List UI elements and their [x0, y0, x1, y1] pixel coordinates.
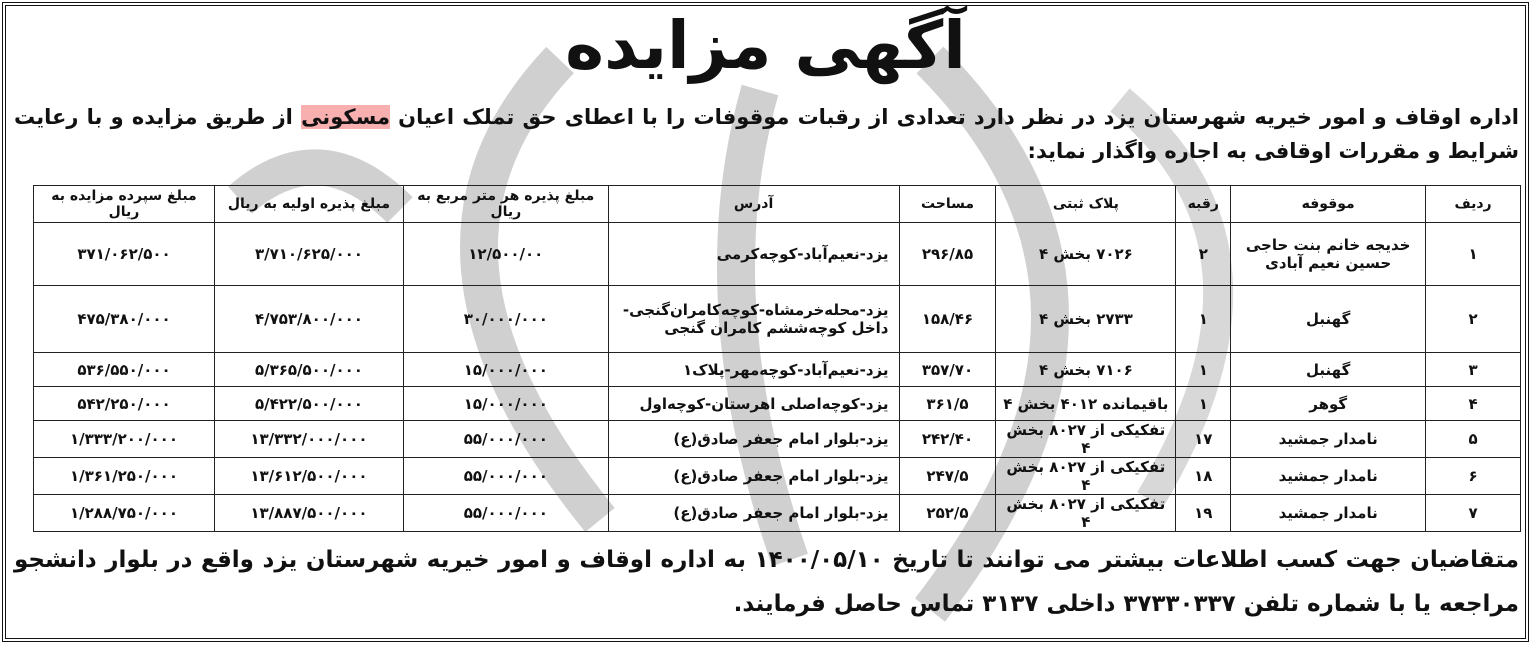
- cell-price-per-sqm: ۳۰/۰۰۰/۰۰۰: [402, 285, 609, 353]
- cell-area: ۲۵۲/۵: [898, 494, 997, 532]
- cell-parcel: ۱: [1175, 285, 1232, 353]
- column-header-endowment: موقوفه: [1230, 185, 1427, 223]
- cell-row-number: ۱: [1425, 222, 1521, 286]
- cell-address: یزد-نعیم‌آباد-کوچه‌مهر-پلاک۱: [607, 352, 900, 387]
- cell-price-per-sqm: ۱۵/۰۰۰/۰۰۰: [402, 386, 609, 421]
- cell-price-per-sqm: ۱۲/۵۰۰/۰۰: [402, 222, 609, 286]
- cell-address: یزد-محله‌خرمشاه-کوچه‌کامران‌گنجی- داخل ک…: [607, 285, 900, 353]
- cell-parcel: ۱۷: [1175, 420, 1232, 458]
- cell-registration-plate: ۲۷۳۳ بخش ۴: [995, 285, 1177, 353]
- cell-price-per-sqm: ۱۵/۰۰۰/۰۰۰: [402, 352, 609, 387]
- table-row: ۱ خدیجه خانم بنت حاجی حسین نعیم آبادی ۲ ۷۰۲…: [33, 222, 1521, 286]
- cell-registration-plate: ۷۱۰۶ بخش ۴: [995, 352, 1177, 387]
- cell-deposit: ۳۷۱/۰۶۲/۵۰۰: [33, 222, 215, 286]
- cell-area: ۱۵۸/۴۶: [898, 285, 997, 353]
- cell-row-number: ۶: [1425, 457, 1521, 495]
- table-row: ۳ گهنبل ۱ ۷۱۰۶ بخش ۴ ۳۵۷/۷۰ یزد-نعیم‌آباد-کوچ…: [33, 352, 1521, 387]
- table-row: ۷ نامدار جمشید ۱۹ تفکیکی از ۸۰۲۷ بخش ۴ ۲۵۲/۵…: [33, 494, 1521, 532]
- intro-paragraph: اداره اوقاف و امور خیریه شهرستان یزد در …: [14, 100, 1519, 168]
- cell-registration-plate: تفکیکی از ۸۰۲۷ بخش ۴: [995, 420, 1177, 458]
- cell-base-price: ۳/۷۱۰/۶۲۵/۰۰۰: [213, 222, 404, 286]
- cell-row-number: ۴: [1425, 386, 1521, 421]
- column-header-base-price: مبلغ پذیره اولیه به ریال: [213, 185, 404, 223]
- cell-address: یزد-کوچه‌اصلی اهرستان-کوچه‌اول: [607, 386, 900, 421]
- column-header-registration-plate: پلاک ثبتی: [995, 185, 1177, 223]
- table-row: ۶ نامدار جمشید ۱۸ تفکیکی از ۸۰۲۷ بخش ۴ ۲۴۷/۵…: [33, 457, 1521, 495]
- cell-area: ۳۶۱/۵: [898, 386, 997, 421]
- cell-endowment: نامدار جمشید: [1230, 457, 1427, 495]
- cell-address: یزد-بلوار امام جعفر صادق(ع): [607, 457, 900, 495]
- cell-base-price: ۱۳/۶۱۲/۵۰۰/۰۰۰: [213, 457, 404, 495]
- cell-registration-plate: باقیمانده ۴۰۱۲ بخش ۴: [995, 386, 1177, 421]
- cell-base-price: ۴/۷۵۳/۸۰۰/۰۰۰: [213, 285, 404, 353]
- cell-row-number: ۵: [1425, 420, 1521, 458]
- cell-base-price: ۵/۳۶۵/۵۰۰/۰۰۰: [213, 352, 404, 387]
- intro-text-end: از طریق مزایده و با رعایت شرایط و مقررات…: [14, 105, 1519, 163]
- table-row: ۵ نامدار جمشید ۱۷ تفکیکی از ۸۰۲۷ بخش ۴ ۲۴۲/۴…: [33, 420, 1521, 458]
- table-row: ۲ گهنبل ۱ ۲۷۳۳ بخش ۴ ۱۵۸/۴۶ یزد-محله‌خرمشاه-ک…: [33, 285, 1521, 353]
- column-header-price-per-sqm: مبلغ پذیره هر متر مربع به ریال: [402, 185, 609, 223]
- column-header-parcel: رقبه: [1175, 185, 1232, 223]
- cell-deposit: ۱/۲۸۸/۷۵۰/۰۰۰: [33, 494, 215, 532]
- auction-table: ردیف موقوفه رقبه پلاک ثبتی مساحت آدرس مبلغ پذی…: [33, 185, 1521, 532]
- cell-deposit: ۵۴۲/۲۵۰/۰۰۰: [33, 386, 215, 421]
- intro-text: اداره اوقاف و امور خیریه شهرستان یزد در …: [389, 105, 1519, 129]
- cell-parcel: ۱: [1175, 386, 1232, 421]
- highlighted-word: مسکونی: [301, 105, 390, 129]
- cell-endowment: گهنبل: [1230, 285, 1427, 353]
- cell-endowment: گهنبل: [1230, 352, 1427, 387]
- cell-parcel: ۱۹: [1175, 494, 1232, 532]
- column-header-deposit: مبلغ سپرده مزایده به ریال: [33, 185, 215, 223]
- cell-row-number: ۲: [1425, 285, 1521, 353]
- cell-area: ۲۴۷/۵: [898, 457, 997, 495]
- page-title: آگهی مزایده: [565, 7, 966, 84]
- cell-base-price: ۵/۴۲۲/۵۰۰/۰۰۰: [213, 386, 404, 421]
- table-row: ۴ گوهر ۱ باقیمانده ۴۰۱۲ بخش ۴ ۳۶۱/۵ یزد-کوچه‌…: [33, 386, 1521, 421]
- cell-deposit: ۱/۳۶۱/۲۵۰/۰۰۰: [33, 457, 215, 495]
- cell-area: ۳۵۷/۷۰: [898, 352, 997, 387]
- cell-parcel: ۱۸: [1175, 457, 1232, 495]
- cell-parcel: ۲: [1175, 222, 1232, 286]
- cell-registration-plate: تفکیکی از ۸۰۲۷ بخش ۴: [995, 494, 1177, 532]
- cell-area: ۲۴۲/۴۰: [898, 420, 997, 458]
- cell-price-per-sqm: ۵۵/۰۰۰/۰۰۰: [402, 420, 609, 458]
- cell-address: یزد-بلوار امام جعفر صادق(ع): [607, 494, 900, 532]
- table-header-row: ردیف موقوفه رقبه پلاک ثبتی مساحت آدرس مبلغ پذی…: [33, 185, 1521, 223]
- footer-paragraph: متقاضیان جهت کسب اطلاعات بیشتر می توانند…: [14, 547, 1519, 617]
- cell-address: یزد-بلوار امام جعفر صادق(ع): [607, 420, 900, 458]
- cell-address: یزد-نعیم‌آباد-کوچه‌کرمی: [607, 222, 900, 286]
- cell-price-per-sqm: ۵۵/۰۰۰/۰۰۰: [402, 457, 609, 495]
- cell-deposit: ۴۷۵/۳۸۰/۰۰۰: [33, 285, 215, 353]
- cell-area: ۲۹۶/۸۵: [898, 222, 997, 286]
- cell-registration-plate: ۷۰۲۶ بخش ۴: [995, 222, 1177, 286]
- cell-row-number: ۳: [1425, 352, 1521, 387]
- cell-deposit: ۵۳۶/۵۵۰/۰۰۰: [33, 352, 215, 387]
- column-header-address: آدرس: [607, 185, 900, 223]
- cell-base-price: ۱۳/۸۸۷/۵۰۰/۰۰۰: [213, 494, 404, 532]
- cell-row-number: ۷: [1425, 494, 1521, 532]
- cell-deposit: ۱/۳۳۳/۲۰۰/۰۰۰: [33, 420, 215, 458]
- cell-endowment: نامدار جمشید: [1230, 420, 1427, 458]
- cell-price-per-sqm: ۵۵/۰۰۰/۰۰۰: [402, 494, 609, 532]
- column-header-area: مساحت: [898, 185, 997, 223]
- cell-endowment: خدیجه خانم بنت حاجی حسین نعیم آبادی: [1230, 222, 1427, 286]
- cell-registration-plate: تفکیکی از ۸۰۲۷ بخش ۴: [995, 457, 1177, 495]
- cell-endowment: گوهر: [1230, 386, 1427, 421]
- cell-endowment: نامدار جمشید: [1230, 494, 1427, 532]
- column-header-row-number: ردیف: [1425, 185, 1521, 223]
- cell-base-price: ۱۳/۳۳۲/۰۰۰/۰۰۰: [213, 420, 404, 458]
- cell-parcel: ۱: [1175, 352, 1232, 387]
